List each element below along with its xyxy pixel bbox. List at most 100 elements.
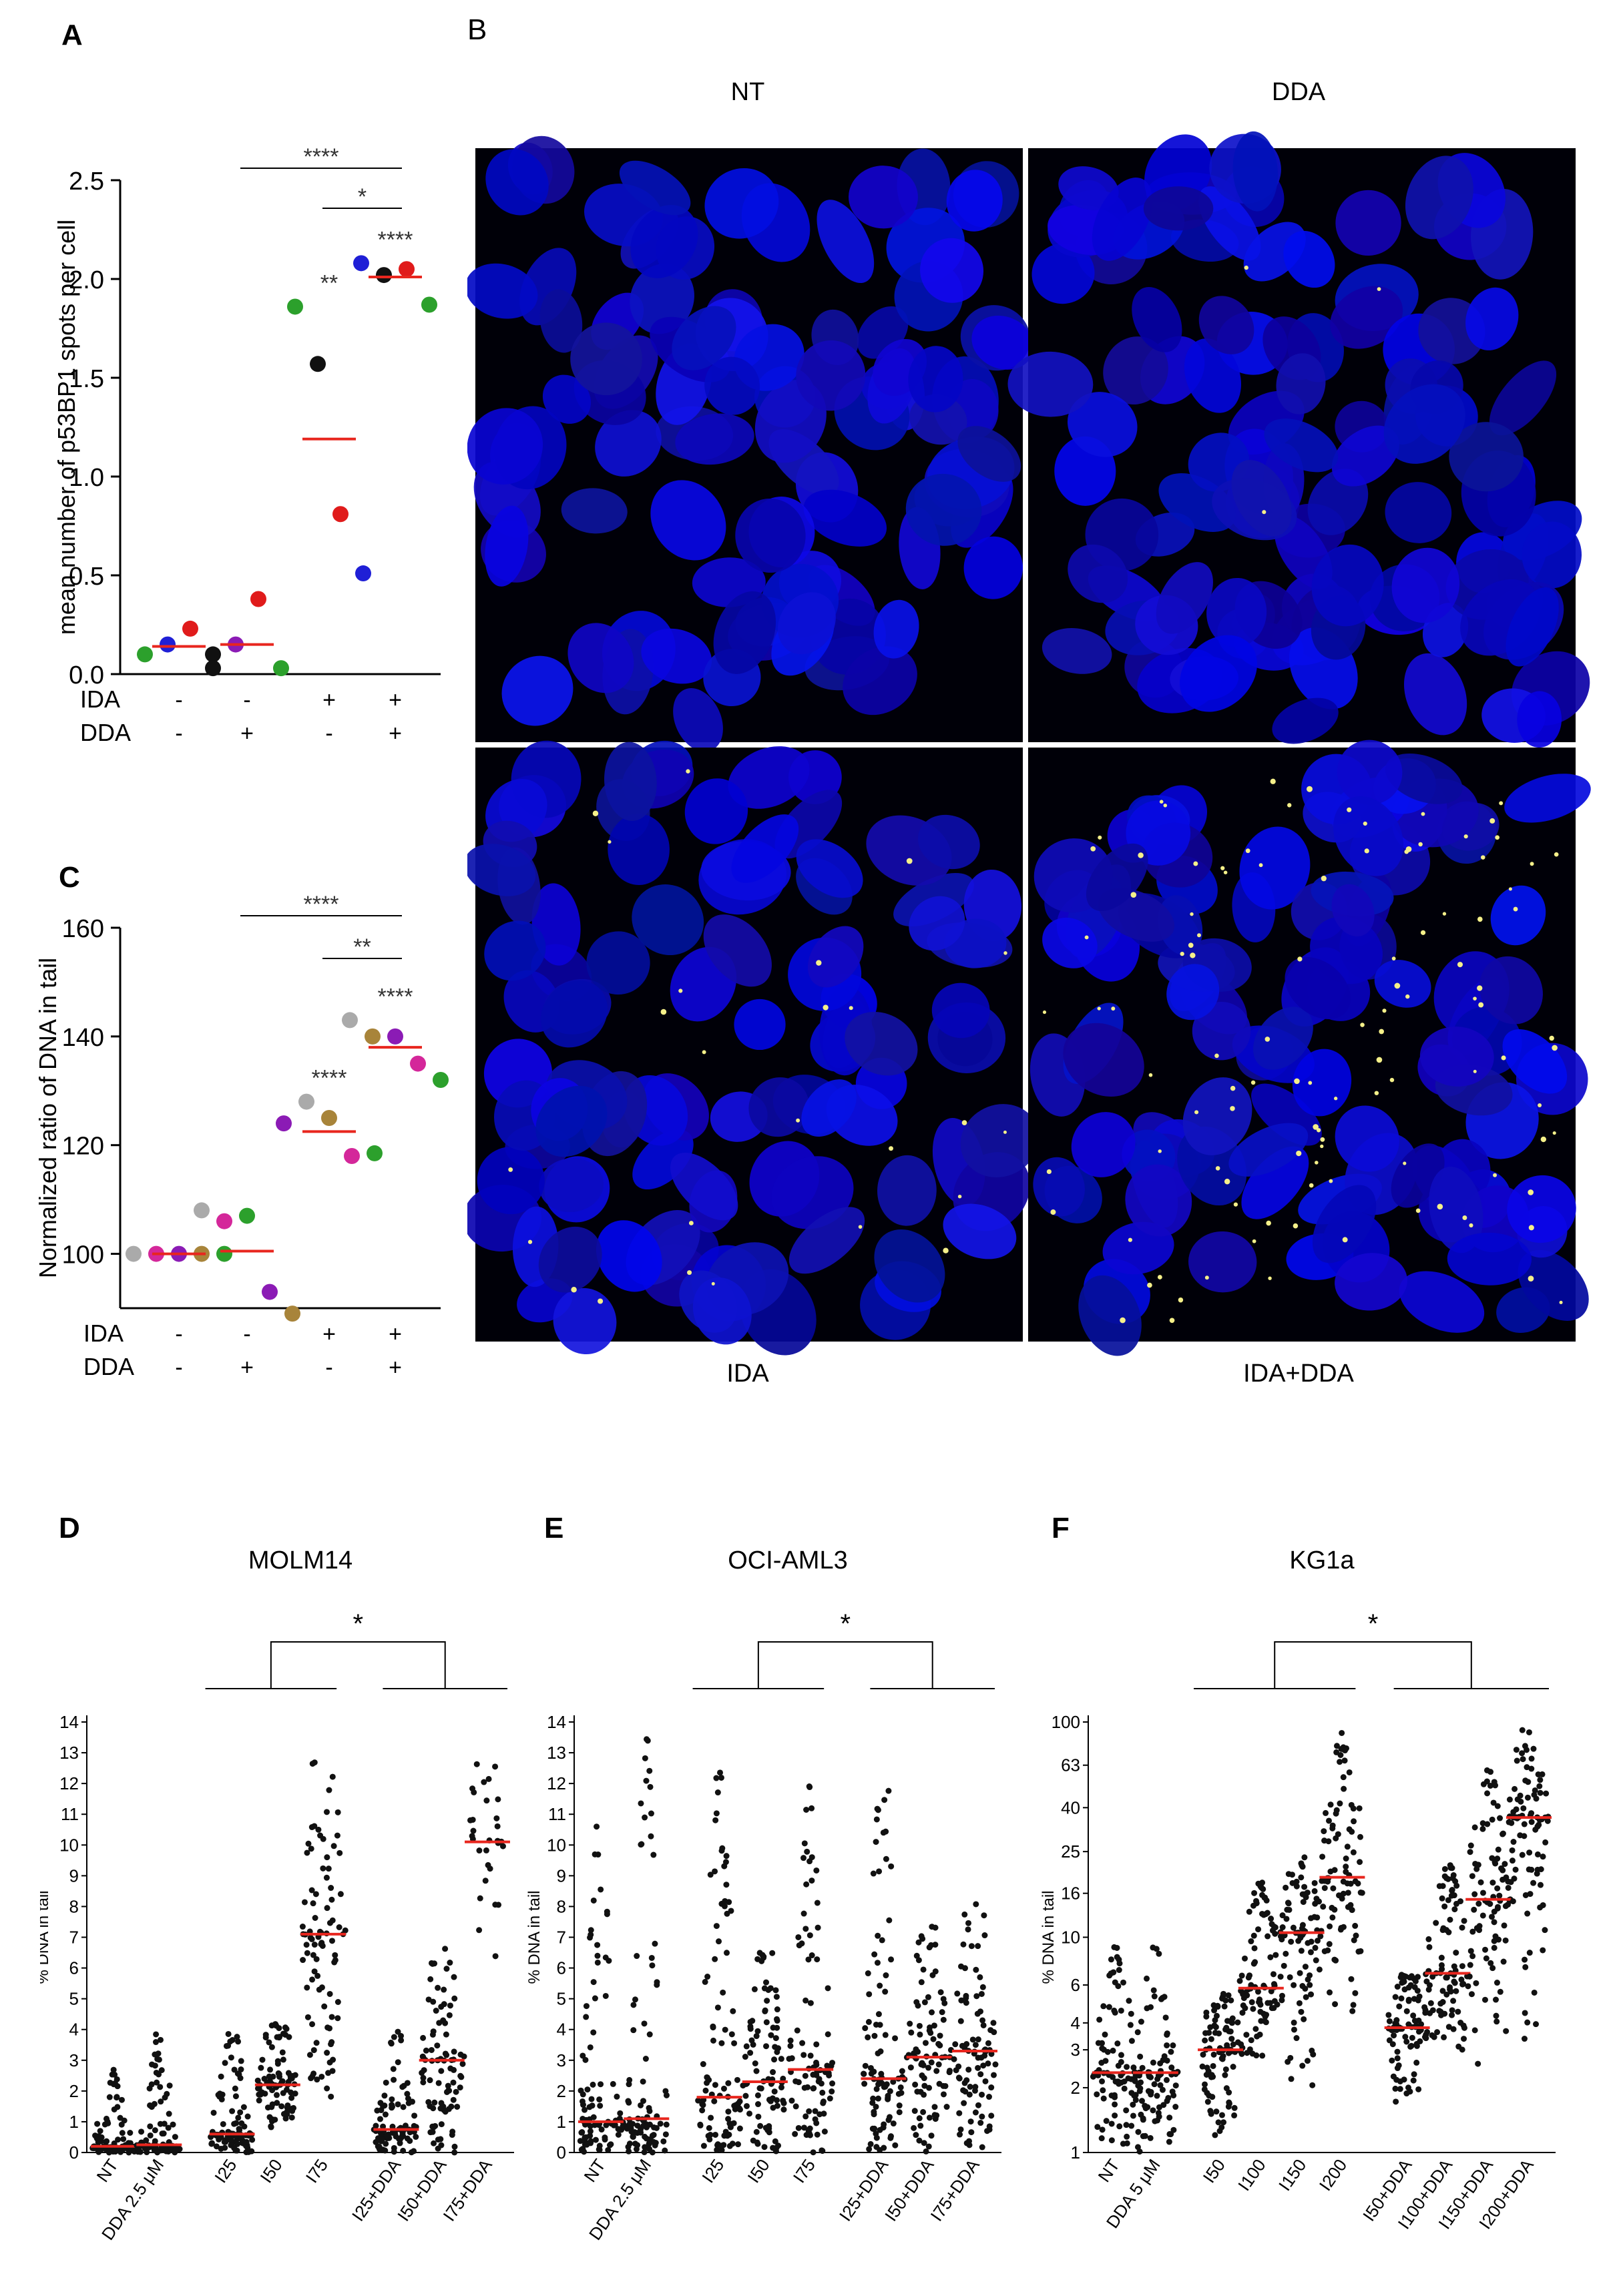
A-ytick-label: 0.5	[69, 563, 104, 591]
E-data-point	[923, 2148, 929, 2155]
A-data-point	[310, 356, 326, 372]
p53bp1-focus	[1147, 1282, 1152, 1288]
F-data-point	[1139, 2064, 1146, 2071]
D-data-point	[308, 1845, 314, 1852]
D-data-point	[218, 2145, 224, 2152]
nucleus	[734, 998, 786, 1051]
E-data-point	[598, 2081, 604, 2088]
nucleus	[1031, 243, 1095, 304]
p53bp1-focus	[1163, 804, 1168, 808]
nucleus	[1399, 1271, 1485, 1333]
F-data-point	[1213, 2012, 1220, 2019]
D-data-point	[143, 2137, 150, 2144]
D-data-point	[266, 2114, 273, 2120]
F-data-point	[1402, 1973, 1409, 1980]
D-data-point	[440, 2103, 447, 2110]
E-data-point	[921, 2140, 927, 2146]
nucleus	[796, 839, 863, 898]
E-data-point	[792, 2103, 799, 2110]
F-data-point	[1094, 2124, 1101, 2130]
F-data-point	[1522, 1892, 1529, 1898]
p53bp1-focus	[1528, 1225, 1534, 1231]
E-data-point	[980, 2062, 987, 2069]
E-data-point	[582, 2106, 588, 2113]
p53bp1-focus	[1268, 1276, 1272, 1280]
D-ytick-label: 6	[69, 1958, 79, 1978]
F-data-point	[1351, 1818, 1357, 1825]
D-data-point	[118, 2096, 125, 2103]
p53bp1-focus	[608, 840, 612, 844]
E-data-point	[867, 2064, 874, 2071]
E-data-point	[712, 1868, 718, 1875]
F-ytick-label: 25	[1061, 1841, 1080, 1861]
E-data-point	[921, 1999, 928, 2006]
E-data-point	[719, 1845, 726, 1851]
E-data-point	[643, 2135, 650, 2142]
nucleus	[1385, 753, 1463, 804]
F-data-point	[1356, 1805, 1363, 1811]
F-data-point	[1166, 2138, 1172, 2145]
E-data-point	[967, 2118, 974, 2125]
F-data-point	[1494, 1885, 1501, 1892]
D-data-point	[389, 2102, 395, 2108]
E-data-point	[805, 1956, 812, 1963]
E-data-point	[979, 2091, 985, 2098]
F-data-point	[1443, 1974, 1450, 1981]
E-data-point	[642, 2056, 649, 2062]
E-data-point	[813, 2041, 820, 2048]
nucleus	[539, 1158, 604, 1213]
F-data-point	[1357, 1833, 1363, 1840]
F-data-point	[1494, 1855, 1501, 1862]
F-data-point	[1271, 1998, 1278, 2004]
D-data-point	[428, 1960, 435, 1966]
D-data-point	[110, 2066, 117, 2073]
nucleus	[748, 1077, 809, 1137]
E-data-point	[806, 2108, 813, 2114]
F-data-point	[1242, 1955, 1248, 1962]
F-data-point	[1313, 1957, 1319, 1964]
E-data-point	[812, 2108, 819, 2114]
E-data-point	[925, 2064, 932, 2071]
F-data-point	[1398, 1995, 1405, 2002]
nucleus	[477, 1147, 545, 1215]
D-data-point	[451, 1974, 457, 1980]
F-data-point	[1427, 2010, 1433, 2016]
E-data-point	[653, 2124, 660, 2131]
F-data-point	[1304, 1890, 1311, 1896]
nucleus	[908, 346, 963, 412]
E-data-point	[925, 1994, 931, 2000]
D-data-point	[442, 1946, 449, 1952]
p53bp1-focus	[1473, 1069, 1477, 1073]
E-ytick-label: 6	[557, 1958, 566, 1978]
nucleus	[1276, 353, 1326, 414]
F-data-point	[1150, 2059, 1156, 2066]
F-data-point	[1343, 1863, 1349, 1870]
F-ytick-label: 100	[1052, 1712, 1080, 1732]
D-data-point	[225, 2030, 232, 2037]
nucleus	[692, 1277, 752, 1345]
F-data-point	[1538, 1866, 1544, 1873]
E-data-point	[979, 1984, 986, 1990]
E-data-point	[963, 2077, 970, 2084]
F-data-point	[1134, 2144, 1141, 2150]
F-data-point	[1311, 1888, 1318, 1894]
E-data-point	[928, 2132, 935, 2139]
C-data-point	[216, 1245, 232, 1262]
A-row-label-dda: DDA	[80, 719, 131, 746]
F-data-point	[1461, 2024, 1467, 2031]
F-data-point	[1335, 1831, 1341, 1837]
F-data-point	[1108, 2137, 1115, 2144]
F-data-point	[1248, 2037, 1254, 2044]
E-data-point	[966, 2091, 973, 2098]
p53bp1-focus	[1252, 1239, 1256, 1243]
F-data-point	[1539, 1771, 1546, 1777]
F-data-point	[1395, 2062, 1402, 2068]
p53bp1-focus	[1347, 807, 1352, 812]
E-data-point	[975, 2036, 981, 2043]
nucleus	[570, 322, 642, 396]
D-data-point	[438, 2121, 445, 2128]
D-data-point	[218, 2073, 224, 2080]
E-data-point	[788, 2097, 795, 2104]
F-xtick-label: I200	[1315, 2155, 1351, 2195]
p53bp1-focus	[1334, 1097, 1338, 1101]
